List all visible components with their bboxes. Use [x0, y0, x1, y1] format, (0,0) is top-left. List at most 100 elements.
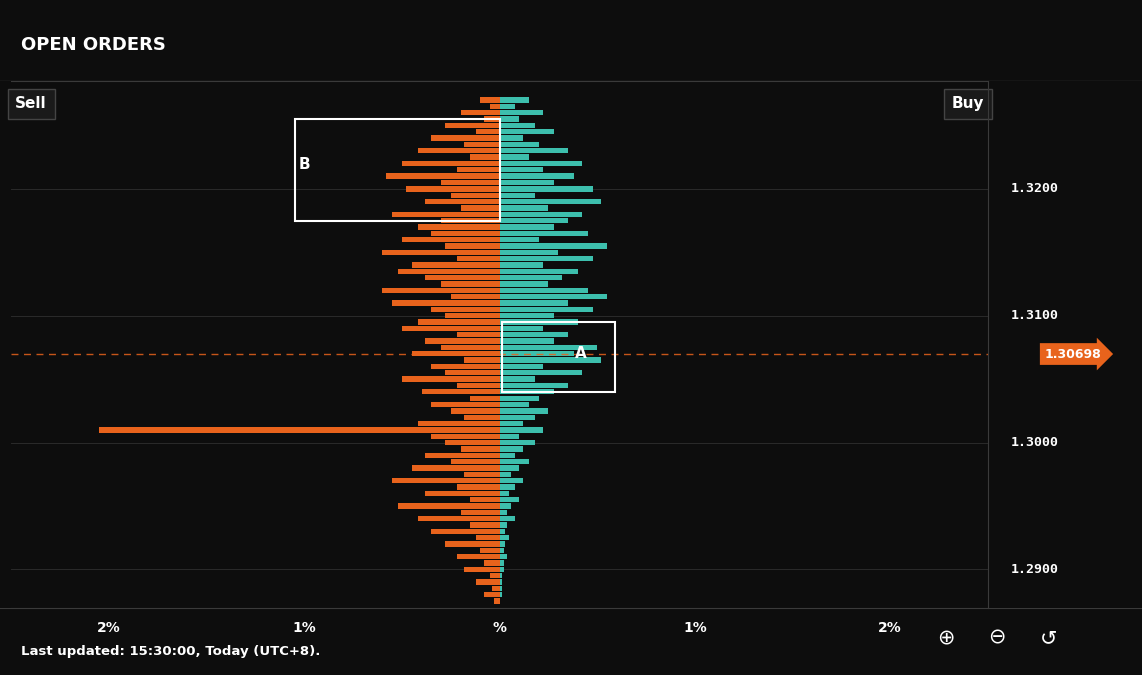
Bar: [480, 97, 500, 103]
Bar: [392, 478, 500, 483]
Bar: [451, 408, 500, 414]
Bar: [484, 116, 500, 122]
Bar: [451, 459, 500, 464]
Bar: [500, 332, 568, 338]
Bar: [432, 364, 500, 369]
Bar: [500, 504, 512, 509]
Bar: [432, 529, 500, 534]
Bar: [457, 383, 500, 388]
Bar: [500, 148, 568, 153]
Bar: [445, 243, 500, 248]
Bar: [493, 599, 500, 604]
Bar: [500, 300, 568, 306]
Bar: [392, 211, 500, 217]
Bar: [500, 497, 520, 502]
Bar: [500, 224, 554, 230]
Bar: [500, 351, 573, 356]
Bar: [421, 389, 500, 394]
Bar: [500, 192, 534, 198]
Bar: [500, 402, 529, 407]
Text: 1.30698: 1.30698: [1044, 348, 1101, 360]
Bar: [500, 338, 554, 344]
Bar: [500, 199, 601, 205]
Bar: [500, 547, 504, 553]
Bar: [500, 186, 594, 192]
Bar: [426, 275, 500, 280]
Bar: [500, 250, 558, 255]
Bar: [500, 459, 529, 464]
Bar: [500, 345, 597, 350]
Bar: [500, 294, 608, 299]
Bar: [402, 161, 500, 166]
Bar: [451, 192, 500, 198]
Bar: [412, 263, 500, 267]
Bar: [402, 237, 500, 242]
Bar: [500, 173, 573, 179]
Bar: [500, 554, 507, 560]
Bar: [418, 516, 500, 521]
Bar: [412, 351, 500, 356]
Bar: [399, 269, 500, 274]
Bar: [500, 453, 515, 458]
Bar: [500, 427, 542, 433]
Bar: [501, 322, 614, 391]
Bar: [500, 529, 506, 534]
Bar: [432, 306, 500, 312]
Text: ↺: ↺: [1039, 628, 1057, 648]
Text: Buy: Buy: [951, 97, 984, 111]
Bar: [460, 446, 500, 452]
Bar: [471, 522, 500, 528]
Bar: [441, 281, 500, 287]
Bar: [418, 421, 500, 426]
Bar: [500, 161, 581, 166]
Bar: [500, 358, 601, 362]
Bar: [405, 186, 500, 192]
Bar: [500, 567, 504, 572]
Bar: [500, 167, 542, 173]
Bar: [441, 218, 500, 223]
Bar: [500, 446, 523, 452]
Bar: [471, 497, 500, 502]
Text: B: B: [298, 157, 311, 172]
Bar: [500, 573, 501, 578]
Bar: [432, 136, 500, 141]
Bar: [500, 275, 562, 280]
Bar: [460, 205, 500, 211]
Bar: [457, 167, 500, 173]
Bar: [465, 414, 500, 420]
Bar: [432, 402, 500, 407]
Bar: [500, 269, 578, 274]
Text: 1.2900: 1.2900: [1011, 563, 1059, 576]
Bar: [500, 560, 504, 566]
Bar: [432, 231, 500, 236]
Bar: [476, 579, 500, 585]
Bar: [500, 313, 554, 319]
Bar: [500, 263, 542, 267]
Bar: [465, 142, 500, 147]
Bar: [500, 218, 568, 223]
Bar: [500, 383, 568, 388]
Bar: [490, 104, 500, 109]
Bar: [445, 123, 500, 128]
Bar: [445, 313, 500, 319]
Bar: [402, 377, 500, 382]
Bar: [432, 433, 500, 439]
Bar: [492, 586, 500, 591]
Bar: [412, 465, 500, 470]
Bar: [500, 116, 520, 122]
Bar: [500, 465, 520, 470]
Bar: [500, 592, 501, 597]
Bar: [490, 573, 500, 578]
Bar: [500, 211, 581, 217]
Bar: [399, 504, 500, 509]
Bar: [476, 129, 500, 134]
Bar: [500, 256, 594, 261]
Text: Last updated: 15:30:00, Today (UTC+8).: Last updated: 15:30:00, Today (UTC+8).: [21, 645, 320, 658]
Bar: [484, 560, 500, 566]
Bar: [500, 104, 515, 109]
Bar: [500, 97, 529, 103]
Bar: [500, 129, 554, 134]
Bar: [457, 554, 500, 560]
Text: 1.3200: 1.3200: [1011, 182, 1059, 195]
Bar: [500, 243, 608, 248]
